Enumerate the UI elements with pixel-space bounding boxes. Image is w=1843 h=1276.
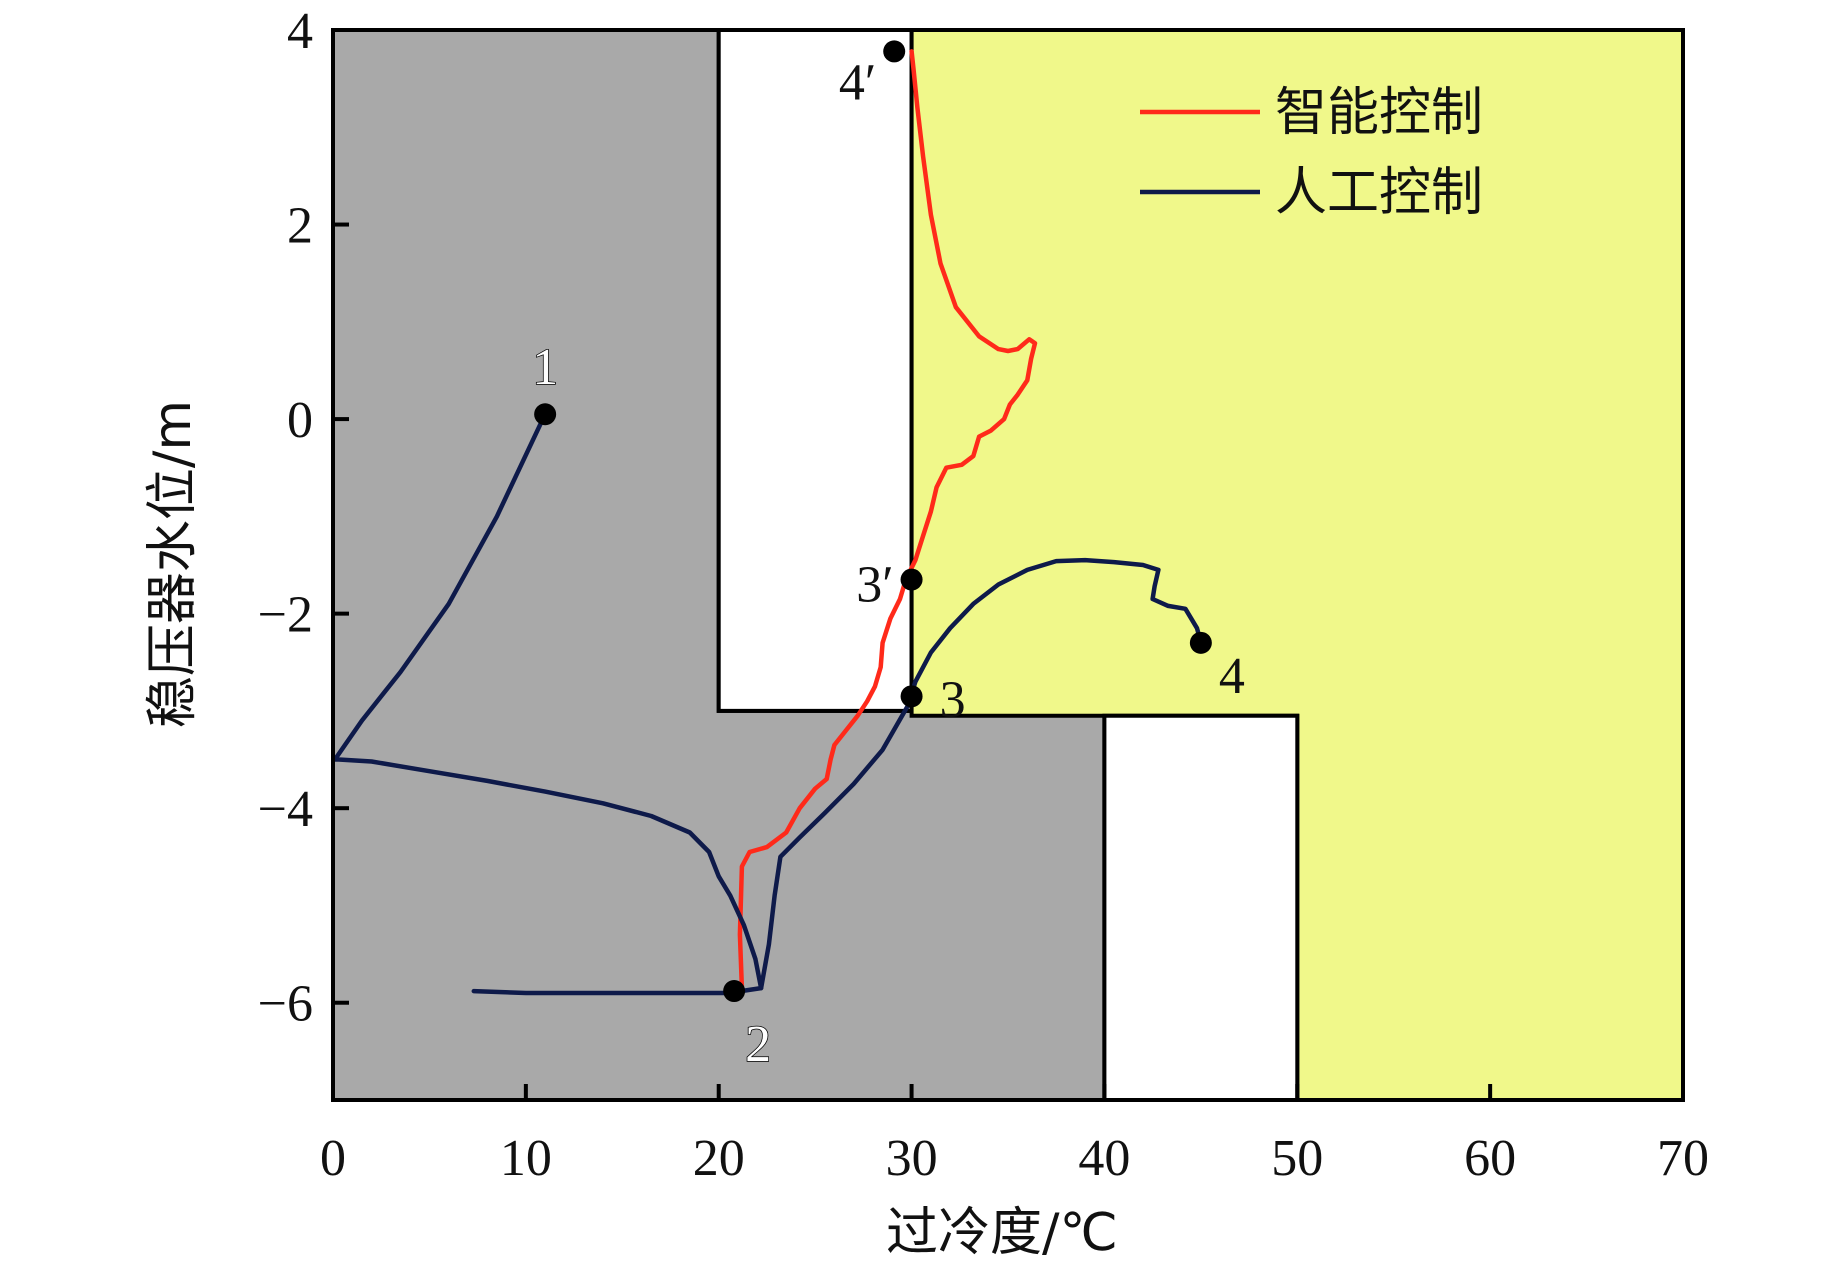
x-tick-label: 0	[320, 1130, 346, 1187]
x-tick-label: 40	[1078, 1130, 1130, 1187]
y-tick-label: −2	[258, 587, 313, 644]
point-label: 3	[940, 671, 966, 728]
legend-label: 智能控制	[1275, 83, 1483, 143]
point-label: 2	[745, 1016, 771, 1073]
y-tick-label: 2	[287, 198, 313, 255]
x-tick-label: 30	[886, 1130, 938, 1187]
region-3	[1102, 713, 1300, 1102]
point-label: 4′	[839, 54, 876, 111]
y-tick-label: 4	[287, 3, 313, 60]
y-tick-label: −6	[258, 976, 313, 1033]
plot-frame	[331, 28, 1685, 1102]
point-marker	[900, 568, 923, 591]
x-tick-label: 50	[1271, 1130, 1323, 1187]
y-axis-title: 稳压器水位/m	[143, 400, 203, 728]
point-label: 1	[532, 339, 558, 396]
regions	[331, 28, 1685, 1102]
point-marker	[900, 685, 923, 708]
point-marker	[534, 403, 557, 426]
point-label: 4	[1219, 648, 1245, 705]
x-axis-title: 过冷度/℃	[886, 1203, 1118, 1263]
x-tick-label: 10	[500, 1130, 552, 1187]
series-line-manual	[332, 411, 1204, 991]
x-tick-label: 70	[1657, 1130, 1709, 1187]
point-label: 3′	[856, 557, 893, 614]
plot-border	[331, 28, 1685, 1102]
point-marker	[883, 40, 906, 63]
series-line-intelligent	[737, 49, 1038, 991]
y-tick-label: −4	[258, 781, 313, 838]
legend-label: 人工控制	[1275, 163, 1483, 223]
x-tick-label: 60	[1464, 1130, 1516, 1187]
x-tick-label: 20	[693, 1130, 745, 1187]
y-tick-label: 0	[287, 392, 313, 449]
markers: 1 2 3 3′ 4 4′	[531, 40, 1245, 1074]
point-marker	[723, 980, 746, 1003]
point-marker	[1189, 631, 1212, 654]
